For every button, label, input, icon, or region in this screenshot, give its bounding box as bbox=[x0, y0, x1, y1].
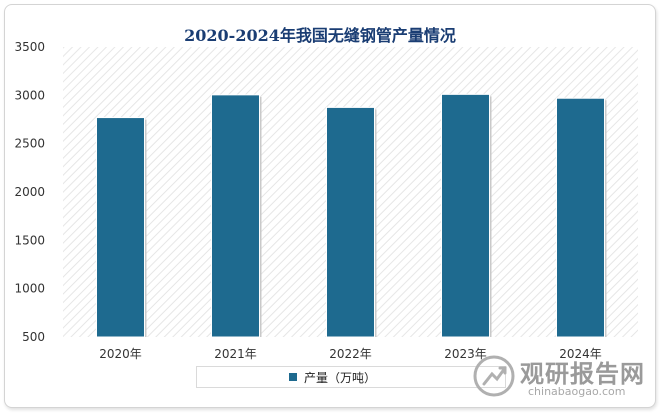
y-axis: 500 1000 1500 2000 2500 3000 3500 bbox=[14, 40, 45, 344]
watermark-name: 观研报告网 bbox=[520, 360, 645, 388]
x-tick-label: 2022年 bbox=[329, 347, 372, 361]
legend: 产量（万吨） bbox=[196, 366, 506, 388]
bars-group bbox=[96, 93, 607, 338]
bar bbox=[211, 94, 260, 338]
x-axis: 2020年 2021年 2022年 2023年 2024年 bbox=[99, 347, 602, 361]
watermark-url: chinabaogao.com bbox=[528, 385, 626, 398]
legend-swatch bbox=[289, 373, 297, 381]
y-tick-label: 3500 bbox=[14, 40, 45, 54]
bar bbox=[556, 97, 605, 338]
x-tick-label: 2023年 bbox=[444, 347, 487, 361]
x-tick-label: 2021年 bbox=[214, 347, 257, 361]
bar bbox=[96, 117, 145, 338]
y-tick-label: 1500 bbox=[14, 233, 45, 247]
chart-title: 2020-2024年我国无缝钢管产量情况 bbox=[184, 26, 456, 45]
x-tick-label: 2024年 bbox=[559, 347, 602, 361]
y-tick-label: 2000 bbox=[14, 185, 45, 199]
bar bbox=[326, 106, 375, 338]
y-tick-label: 500 bbox=[22, 330, 45, 344]
x-tick-label: 2020年 bbox=[99, 347, 142, 361]
y-tick-label: 3000 bbox=[14, 88, 45, 102]
y-tick-label: 2500 bbox=[14, 137, 45, 151]
bar bbox=[441, 93, 490, 338]
watermark-logo-icon bbox=[473, 355, 515, 397]
watermark: 观研报告网 chinabaogao.com bbox=[472, 352, 652, 404]
legend-label: 产量（万吨） bbox=[304, 370, 377, 385]
y-tick-label: 1000 bbox=[14, 282, 45, 296]
